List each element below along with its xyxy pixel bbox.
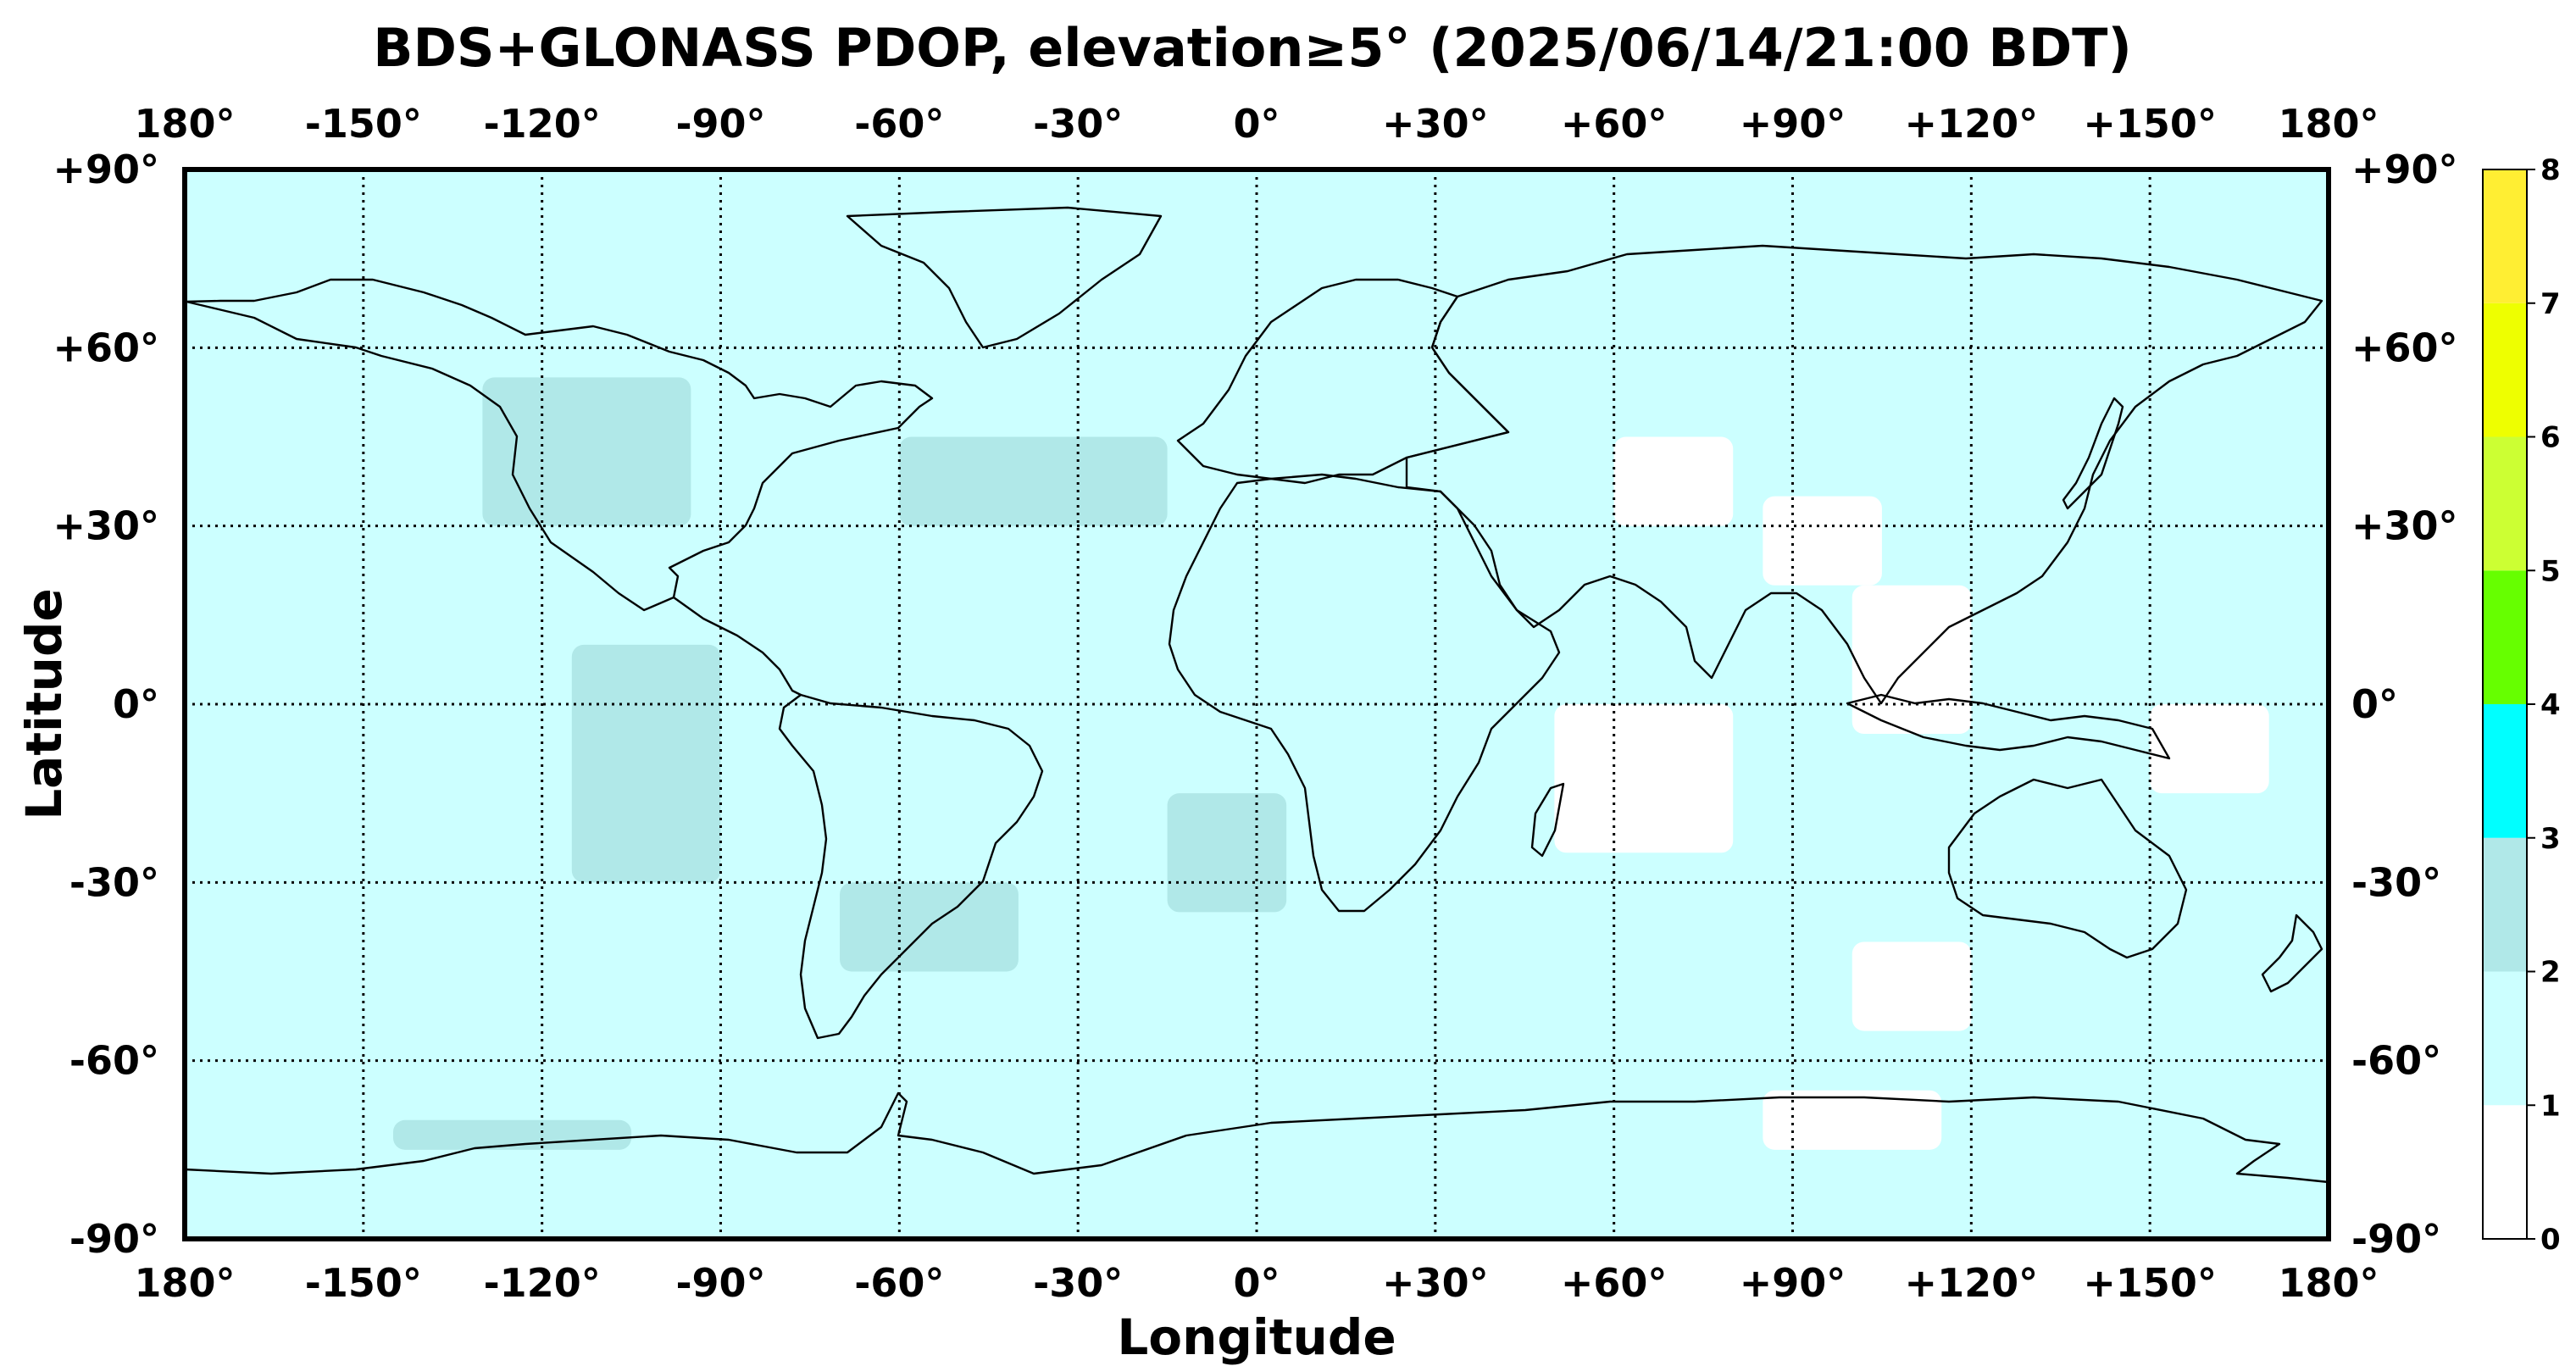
colorbar-segment	[2483, 303, 2527, 437]
pdop-region-4	[1167, 793, 1287, 913]
colorbar-segment	[2483, 971, 2527, 1106]
x-tick-labels-top: 180° -150° -120° -90° -60° -30° 0° +30° +60° +90°…	[134, 101, 2379, 147]
y-tick-label-left: +30°	[53, 503, 159, 549]
x-tick-label-bottom: -150°	[305, 1260, 422, 1306]
pdop-region-1	[571, 644, 721, 883]
pdop-region-12	[1763, 1090, 1942, 1150]
pdop-region-8	[1554, 704, 1734, 853]
x-tick-label-top: -120°	[484, 101, 601, 147]
x-tick-label-bottom: 180°	[134, 1260, 235, 1306]
colorbar-tick-label: 3	[2540, 822, 2561, 856]
map-frame	[182, 167, 2331, 1241]
x-tick-label-bottom: -90°	[675, 1260, 765, 1306]
coastline-new-zealand	[2261, 913, 2323, 993]
coastline-indonesia	[1846, 693, 2171, 760]
x-tick-labels-bottom: 180° -150° -120° -90° -60° -30° 0° +30° +60° +90°…	[134, 1260, 2379, 1306]
pdop-region-7	[1763, 496, 1882, 586]
colorbar-segment	[2483, 837, 2527, 972]
gridlines	[185, 169, 2329, 1239]
colorbar-segment	[2483, 1105, 2527, 1239]
coastline-africa	[1168, 473, 1561, 913]
y-axis-label: Latitude	[15, 588, 73, 820]
y-tick-label-right: +90°	[2351, 147, 2458, 192]
colorbar-tick-label: 6	[2540, 421, 2561, 455]
x-tick-label-bottom: 0°	[1233, 1260, 1280, 1306]
coastline-madagascar	[1530, 782, 1565, 858]
x-tick-label-top: +120°	[1905, 101, 2039, 147]
colorbar-tick-label: 5	[2540, 554, 2561, 588]
coastline-asia	[1405, 244, 2323, 705]
x-tick-label-top: -60°	[854, 101, 944, 147]
pdop-region-6	[1613, 436, 1734, 526]
y-tick-label-left: +90°	[53, 147, 159, 192]
x-tick-label-bottom: -60°	[854, 1260, 944, 1306]
pdop-region-11	[1852, 941, 1972, 1031]
pdop-region-5	[392, 1119, 632, 1150]
colorbar-segment	[2483, 169, 2527, 303]
pdop-region-2	[899, 436, 1168, 526]
colorbar-tick-label: 0	[2540, 1223, 2561, 1257]
y-tick-label-left: 0°	[113, 681, 159, 727]
x-tick-label-top: -90°	[675, 101, 765, 147]
pdop-region-9	[1852, 585, 1972, 735]
x-tick-label-top: -30°	[1033, 101, 1123, 147]
pdop-region-0	[482, 377, 691, 526]
x-tick-label-top: 0°	[1233, 101, 1280, 147]
colorbar-tick-label: 4	[2540, 688, 2561, 722]
map-panel	[182, 167, 2331, 1241]
coastline-central-america	[673, 597, 802, 697]
y-tick-label-right: -90°	[2351, 1216, 2441, 1262]
coastlines	[184, 206, 2329, 1184]
pdop-regions	[392, 377, 2269, 1150]
y-tick-labels-right: +90° +60° +30° 0° -30° -60° -90°	[2351, 147, 2458, 1262]
coastline-south-america	[778, 693, 1044, 1040]
y-tick-labels-left: +90° +60° +30° 0° -30° -60° -90°	[53, 147, 159, 1262]
coastline-north-america	[185, 278, 934, 612]
y-tick-label-left: -30°	[69, 859, 159, 905]
y-tick-label-right: +60°	[2351, 325, 2458, 370]
x-tick-label-top: +90°	[1740, 101, 1846, 147]
y-tick-label-right: -30°	[2351, 859, 2441, 905]
x-tick-label-bottom: +60°	[1561, 1260, 1668, 1306]
colorbar-segment	[2483, 704, 2527, 838]
x-tick-label-top: 180°	[134, 101, 235, 147]
x-tick-label-bottom: -120°	[484, 1260, 601, 1306]
x-tick-label-bottom: 180°	[2278, 1260, 2379, 1306]
coastline-japan	[2062, 397, 2124, 510]
y-tick-label-right: +30°	[2351, 503, 2458, 549]
coastline-australia	[1947, 778, 2188, 959]
y-tick-label-left: -60°	[69, 1038, 159, 1084]
colorbar-segment	[2483, 570, 2527, 704]
colorbar: 0 1 2 3 4 5 6 7 8	[2482, 153, 2561, 1257]
x-tick-label-bottom: +90°	[1740, 1260, 1846, 1306]
pdop-region-10	[2150, 704, 2269, 794]
colorbar-tick-label: 8	[2540, 153, 2561, 187]
colorbar-segment	[2483, 436, 2527, 571]
x-tick-label-top: +60°	[1561, 101, 1668, 147]
x-axis-label: Longitude	[1117, 1308, 1396, 1366]
y-tick-label-right: -60°	[2351, 1038, 2441, 1084]
coastline-greenland	[846, 206, 1163, 349]
x-tick-label-bottom: +120°	[1905, 1260, 2039, 1306]
x-tick-label-top: 180°	[2278, 101, 2379, 147]
colorbar-tick-label: 1	[2540, 1089, 2561, 1123]
colorbar-tick-label: 7	[2540, 287, 2561, 321]
colorbar-tick-label: 2	[2540, 956, 2561, 990]
chart-title: BDS+GLONASS PDOP, elevation≥5° (2025/06/…	[373, 17, 2132, 79]
y-tick-label-left: +60°	[53, 325, 159, 370]
x-tick-label-bottom: +150°	[2083, 1260, 2217, 1306]
x-tick-label-top: +30°	[1382, 101, 1489, 147]
x-tick-label-top: -150°	[305, 101, 422, 147]
coastline-antarctica	[184, 1091, 2329, 1184]
y-tick-label-right: 0°	[2351, 681, 2398, 727]
x-tick-label-top: +150°	[2083, 101, 2217, 147]
y-tick-label-left: -90°	[69, 1216, 159, 1262]
x-tick-label-bottom: +30°	[1382, 1260, 1489, 1306]
x-tick-label-bottom: -30°	[1033, 1260, 1123, 1306]
